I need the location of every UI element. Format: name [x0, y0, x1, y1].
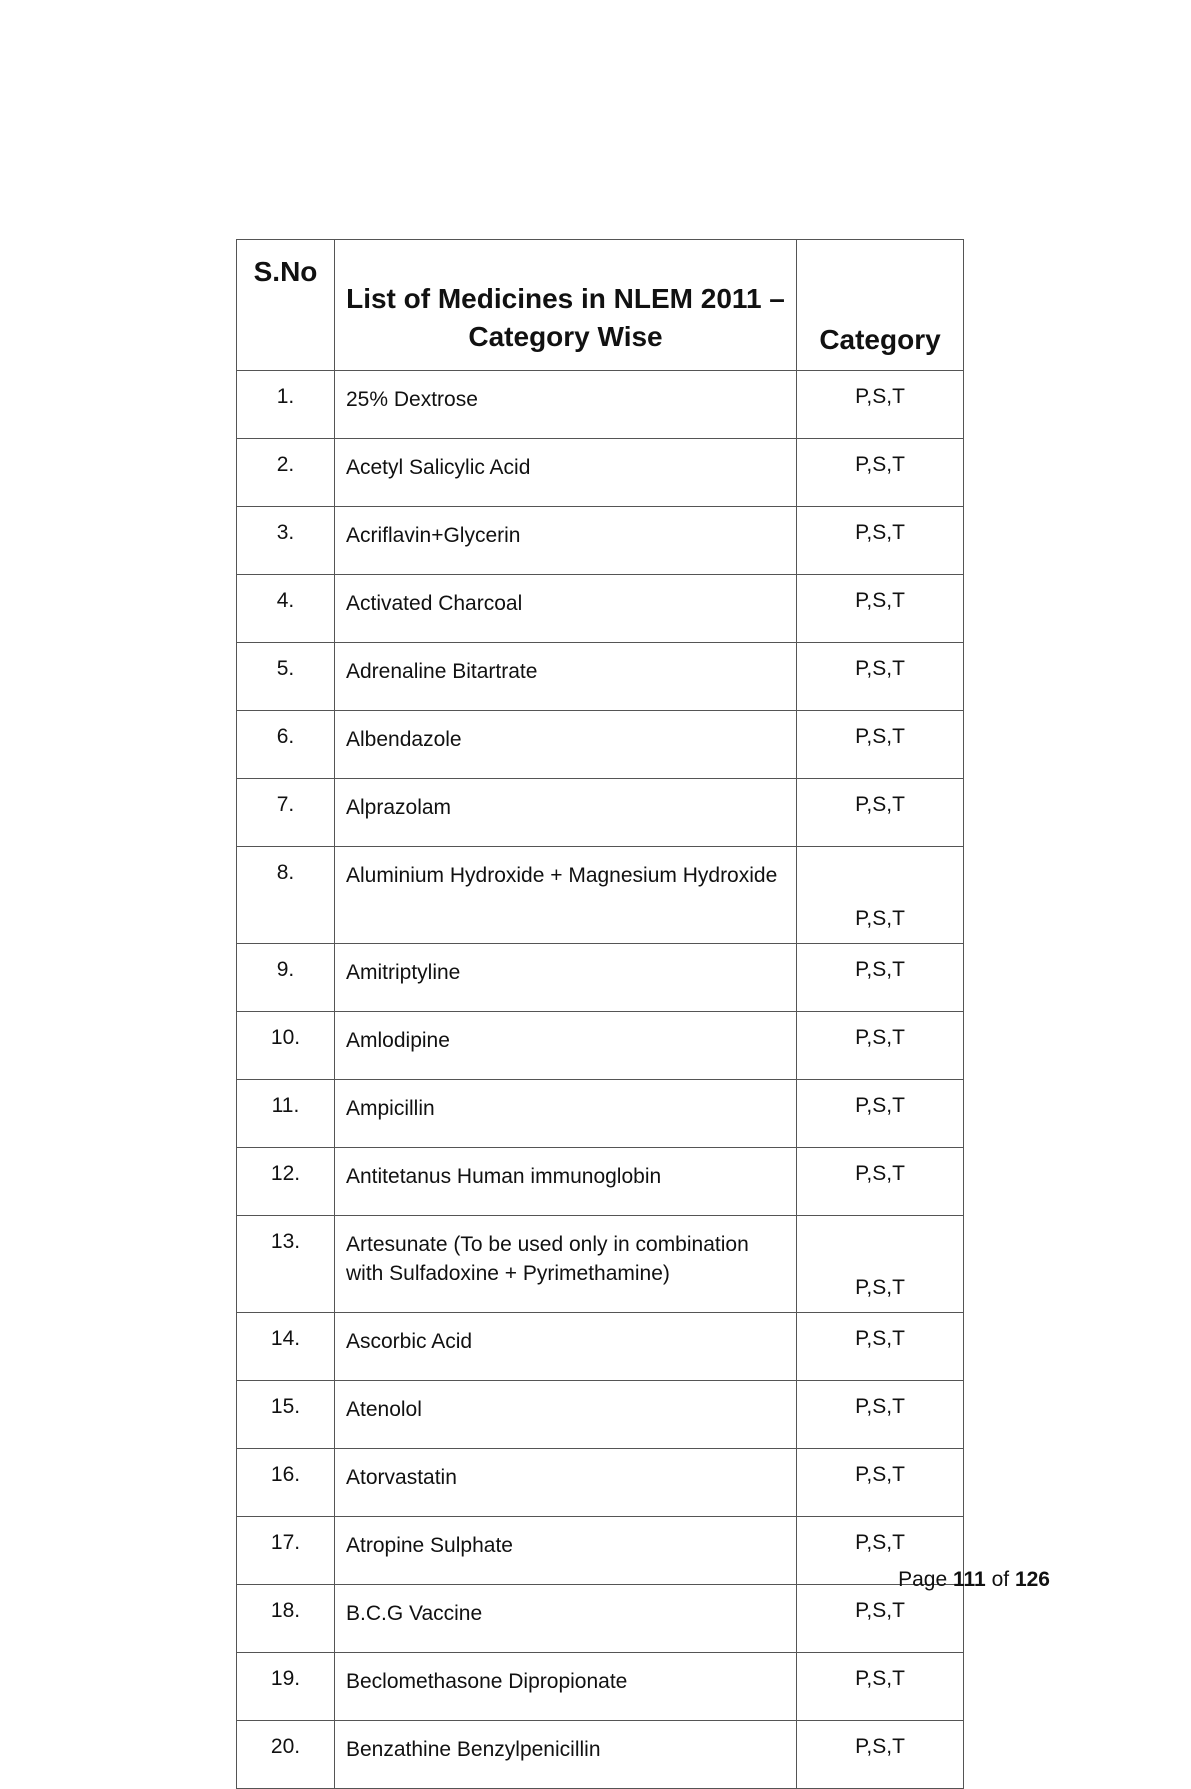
table-row: 12. Antitetanus Human immunoglobin P,S,T [236, 1147, 964, 1216]
row-medicine-name: Albendazole [334, 710, 797, 779]
row-sno: 15. [236, 1380, 335, 1449]
row-sno: 18. [236, 1584, 335, 1653]
table-row: 15. Atenolol P,S,T [236, 1380, 964, 1449]
row-category: P,S,T [796, 1584, 964, 1653]
table-row: 4. Activated Charcoal P,S,T [236, 574, 964, 643]
table-row: 13. Artesunate (To be used only in combin… [236, 1215, 964, 1313]
row-sno: 20. [236, 1720, 335, 1789]
row-medicine-name: Amlodipine [334, 1011, 797, 1080]
row-medicine-name: Ampicillin [334, 1079, 797, 1148]
row-medicine-name: Adrenaline Bitartrate [334, 642, 797, 711]
row-category: P,S,T [796, 1011, 964, 1080]
table-row: 2. Acetyl Salicylic Acid P,S,T [236, 438, 964, 507]
medicines-table: S.No List of Medicines in NLEM 2011 – Ca… [236, 239, 964, 1789]
header-sno: S.No [236, 239, 335, 371]
table-row: 20. Benzathine Benzylpenicillin P,S,T [236, 1720, 964, 1789]
table-row: 7. Alprazolam P,S,T [236, 778, 964, 847]
row-medicine-name: Ascorbic Acid [334, 1312, 797, 1381]
row-medicine-name: Acriflavin+Glycerin [334, 506, 797, 575]
table-row: 8. Aluminium Hydroxide + Magnesium Hydrox… [236, 846, 964, 944]
row-category: P,S,T [796, 846, 964, 944]
page-footer: Page 111 of 126 [880, 1568, 1050, 1592]
row-category: P,S,T [796, 943, 964, 1012]
row-medicine-name: Acetyl Salicylic Acid [334, 438, 797, 507]
row-category: P,S,T [796, 1720, 964, 1789]
table-row: 9. Amitriptyline P,S,T [236, 943, 964, 1012]
row-sno: 9. [236, 943, 335, 1012]
row-category: P,S,T [796, 506, 964, 575]
row-category: P,S,T [796, 1215, 964, 1313]
row-medicine-name: 25% Dextrose [334, 370, 797, 439]
row-category: P,S,T [796, 778, 964, 847]
row-category: P,S,T [796, 1079, 964, 1148]
table-row: 17. Atropine Sulphate P,S,T [236, 1516, 964, 1585]
row-sno: 13. [236, 1215, 335, 1313]
table-row: 18. B.C.G Vaccine P,S,T [236, 1584, 964, 1653]
row-medicine-name: Activated Charcoal [334, 574, 797, 643]
table-header-row: S.No List of Medicines in NLEM 2011 – Ca… [236, 239, 964, 371]
row-sno: 12. [236, 1147, 335, 1216]
row-category: P,S,T [796, 1448, 964, 1517]
table-row: 14. Ascorbic Acid P,S,T [236, 1312, 964, 1381]
row-category: P,S,T [796, 1312, 964, 1381]
row-sno: 10. [236, 1011, 335, 1080]
row-category: P,S,T [796, 1516, 964, 1585]
table-row: 6. Albendazole P,S,T [236, 710, 964, 779]
row-medicine-name: Beclomethasone Dipropionate [334, 1652, 797, 1721]
row-category: P,S,T [796, 1380, 964, 1449]
row-sno: 5. [236, 642, 335, 711]
page-current: 111 [953, 1568, 986, 1591]
row-medicine-name: Atenolol [334, 1380, 797, 1449]
table-row: 11. Ampicillin P,S,T [236, 1079, 964, 1148]
row-category: P,S,T [796, 642, 964, 711]
page-total: 126 [1014, 1568, 1050, 1591]
table-row: 16. Atorvastatin P,S,T [236, 1448, 964, 1517]
row-sno: 2. [236, 438, 335, 507]
row-medicine-name: Amitriptyline [334, 943, 797, 1012]
table-row: 1. 25% Dextrose P,S,T [236, 370, 964, 439]
of-label: of [991, 1568, 1010, 1591]
row-sno: 16. [236, 1448, 335, 1517]
row-sno: 3. [236, 506, 335, 575]
row-category: P,S,T [796, 1652, 964, 1721]
table-body: 1. 25% Dextrose P,S,T 2. Acetyl Salicylic Ac… [236, 370, 964, 1789]
row-category: P,S,T [796, 710, 964, 779]
row-sno: 19. [236, 1652, 335, 1721]
row-category: P,S,T [796, 1147, 964, 1216]
row-medicine-name: Atropine Sulphate [334, 1516, 797, 1585]
table-row: 10. Amlodipine P,S,T [236, 1011, 964, 1080]
row-category: P,S,T [796, 370, 964, 439]
row-sno: 14. [236, 1312, 335, 1381]
row-medicine-name: Artesunate (To be used only in combinati… [334, 1215, 797, 1313]
row-medicine-name: Alprazolam [334, 778, 797, 847]
row-sno: 1. [236, 370, 335, 439]
row-medicine-name: Aluminium Hydroxide + Magnesium Hydroxid… [334, 846, 797, 944]
row-sno: 8. [236, 846, 335, 944]
row-medicine-name: Antitetanus Human immunoglobin [334, 1147, 797, 1216]
table-row: 3. Acriflavin+Glycerin P,S,T [236, 506, 964, 575]
page-label: Page [898, 1568, 948, 1591]
row-sno: 7. [236, 778, 335, 847]
header-medicine-list: List of Medicines in NLEM 2011 – Categor… [334, 239, 797, 371]
row-sno: 4. [236, 574, 335, 643]
row-sno: 6. [236, 710, 335, 779]
row-medicine-name: Benzathine Benzylpenicillin [334, 1720, 797, 1789]
row-sno: 11. [236, 1079, 335, 1148]
row-category: P,S,T [796, 438, 964, 507]
row-medicine-name: Atorvastatin [334, 1448, 797, 1517]
table-row: 19. Beclomethasone Dipropionate P,S,T [236, 1652, 964, 1721]
row-sno: 17. [236, 1516, 335, 1585]
row-category: P,S,T [796, 574, 964, 643]
header-category: Category [796, 239, 964, 371]
row-medicine-name: B.C.G Vaccine [334, 1584, 797, 1653]
table-row: 5. Adrenaline Bitartrate P,S,T [236, 642, 964, 711]
